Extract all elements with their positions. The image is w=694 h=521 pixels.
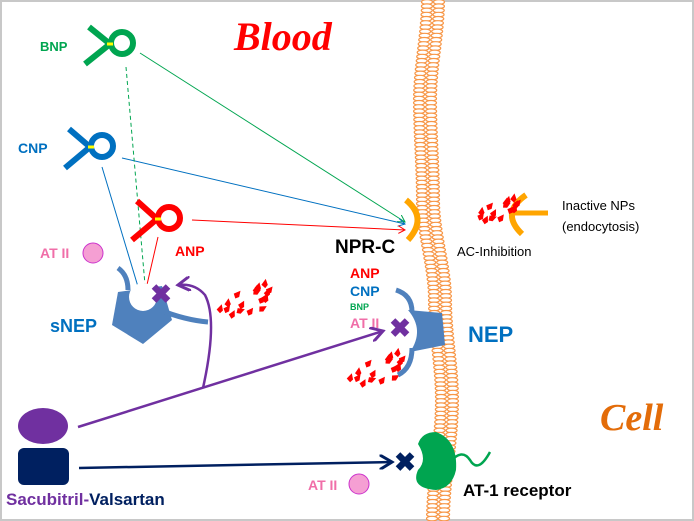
bnp-to-snep-arrow xyxy=(125,66,146,296)
anp-ligand-icon xyxy=(130,198,183,243)
at2-label-bottom: AT II xyxy=(308,477,337,493)
at1-tail xyxy=(449,451,492,467)
nep-substrate-cnp: CNP xyxy=(350,283,380,299)
nprc-receptor-icon xyxy=(403,197,421,243)
nep-substrate-anp: ANP xyxy=(350,265,380,281)
cnp-ligand-icon xyxy=(63,126,116,171)
snep-inhibit-x-icon: ✖ xyxy=(150,279,172,309)
valsartan-icon xyxy=(18,448,69,485)
endocytosis-label: (endocytosis) xyxy=(562,219,639,234)
cell-membrane xyxy=(412,0,460,521)
snep-enzyme-icon xyxy=(112,265,209,344)
at1-receptor-icon xyxy=(416,432,457,490)
bnp-ligand-icon xyxy=(83,24,136,67)
at1-receptor-label: AT-1 receptor xyxy=(463,481,572,500)
at2-molecule-icon xyxy=(82,242,104,264)
blood-label: Blood xyxy=(233,14,333,59)
anp-label: ANP xyxy=(175,243,205,259)
degraded-peptides-icon xyxy=(346,347,406,388)
at2-molecule-icon xyxy=(348,473,370,495)
nprc-label: NPR-C xyxy=(335,237,395,258)
drug-name-label: Sacubitril-Valsartan xyxy=(6,490,165,509)
ac-inhibition-label: AC-Inhibition xyxy=(457,244,531,259)
anp-to-nprc-arrow xyxy=(191,219,405,230)
valsartan-label: Valsartan xyxy=(89,490,165,509)
cnp-to-snep-arrow xyxy=(101,166,142,300)
nep-enzyme-icon xyxy=(395,287,445,378)
cnp-to-nprc-arrow xyxy=(121,157,405,224)
inactive-nps-label: Inactive NPs xyxy=(562,198,635,213)
nep-substrate-at2: AT II xyxy=(350,315,379,331)
snep-label: sNEP xyxy=(50,316,97,336)
sacubitril-to-snep-arrow xyxy=(178,285,213,389)
nep-substrate-bnp: BNP xyxy=(350,302,369,312)
cnp-label: CNP xyxy=(18,140,48,156)
nep-label: NEP xyxy=(468,322,513,347)
sacubitril-to-nep-arrow xyxy=(77,331,383,429)
at2-label-top: AT II xyxy=(40,245,69,261)
nep-inhibit-x-icon: ✖ xyxy=(389,313,411,343)
cell-label: Cell xyxy=(600,397,664,439)
degraded-peptides-icon xyxy=(216,278,273,319)
valsartan-to-at1-arrow xyxy=(78,462,392,468)
at1-inhibit-x-icon: ✖ xyxy=(394,447,416,477)
sacubitril-label: Sacubitril- xyxy=(6,490,89,509)
degraded-peptides-icon xyxy=(477,193,521,225)
bnp-label: BNP xyxy=(40,39,68,54)
sacubitril-icon xyxy=(18,408,68,444)
bnp-to-nprc-arrow xyxy=(139,52,405,222)
